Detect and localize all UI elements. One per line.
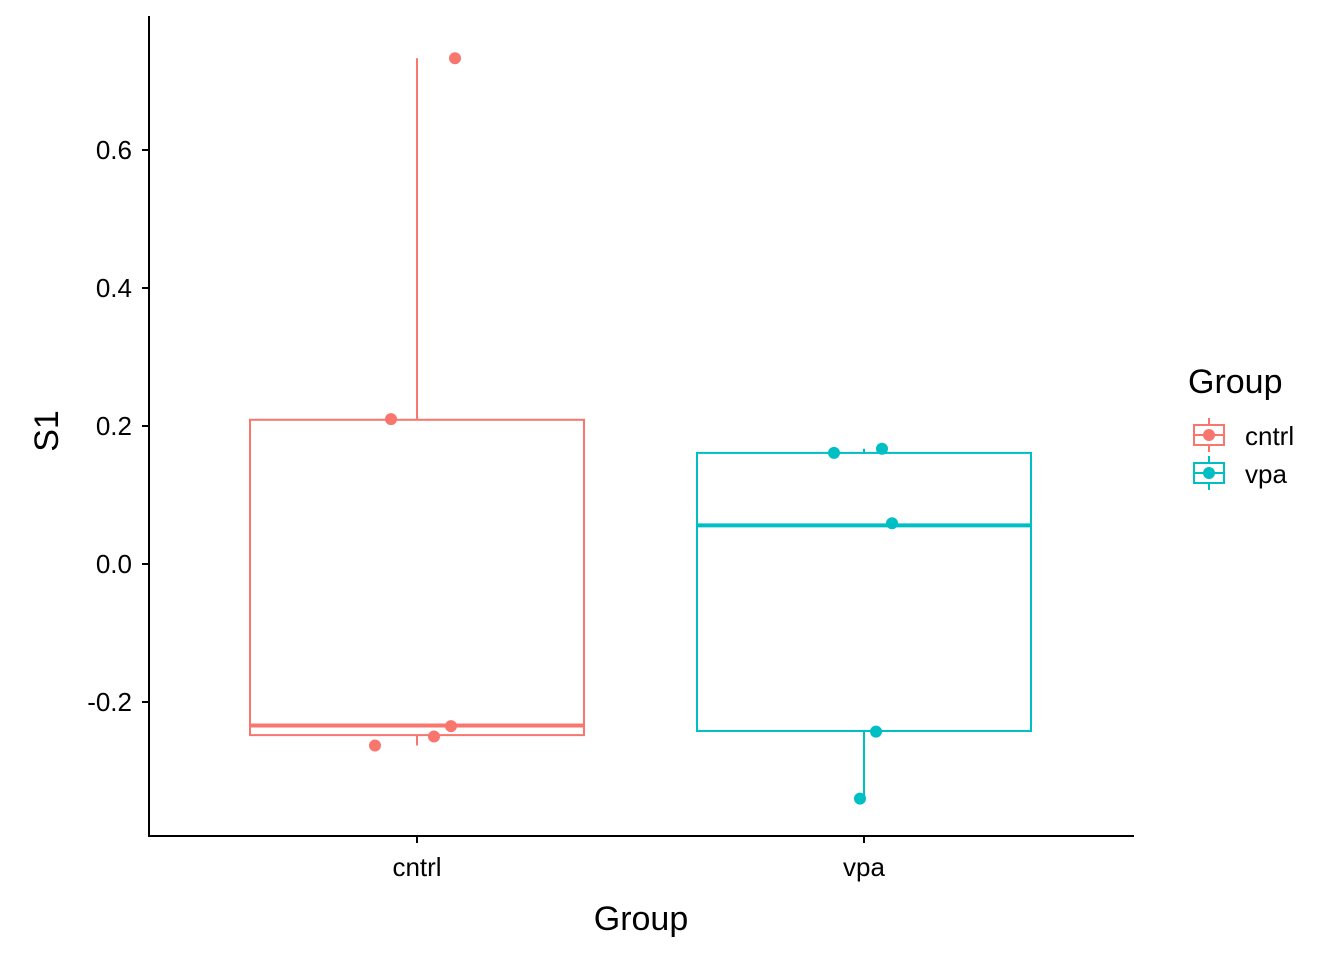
- x-axis-title: Group: [594, 900, 689, 938]
- box: [249, 418, 585, 737]
- data-point: [449, 52, 461, 65]
- data-point: [876, 442, 888, 455]
- legend-label: vpa: [1245, 459, 1287, 489]
- x-tick-label-cntrl: cntrl: [392, 852, 441, 882]
- data-point: [854, 792, 866, 805]
- data-point: [870, 725, 882, 738]
- boxplot-cntrl: [249, 52, 585, 752]
- legend-label: cntrl: [1245, 421, 1294, 451]
- y-tick-label: 0.4: [96, 273, 132, 303]
- box: [696, 451, 1032, 732]
- legend: Group cntrl vpa: [1188, 363, 1294, 490]
- legend-item-vpa: vpa: [1193, 456, 1287, 490]
- axes: -0.2 0.0 0.2 0.4 0.6 cntrl vpa: [87, 16, 1134, 882]
- legend-item-cntrl: cntrl: [1193, 418, 1294, 452]
- data-point: [369, 739, 381, 752]
- y-tick-label: -0.2: [87, 687, 132, 717]
- plot-area: [249, 52, 1032, 805]
- legend-title: Group: [1188, 363, 1283, 401]
- y-axis-title: S1: [28, 410, 66, 452]
- data-point: [385, 413, 397, 426]
- x-tick-label-vpa: vpa: [843, 852, 885, 882]
- data-point: [445, 720, 457, 733]
- y-tick-label: 0.6: [96, 135, 132, 165]
- boxplot-vpa: [696, 442, 1032, 805]
- data-point: [428, 730, 440, 743]
- legend-key-point: [1203, 429, 1215, 441]
- legend-key-point: [1203, 467, 1215, 479]
- data-point: [828, 446, 840, 459]
- data-point: [886, 517, 898, 530]
- y-tick-label: 0.0: [96, 549, 132, 579]
- y-tick-label: 0.2: [96, 411, 132, 441]
